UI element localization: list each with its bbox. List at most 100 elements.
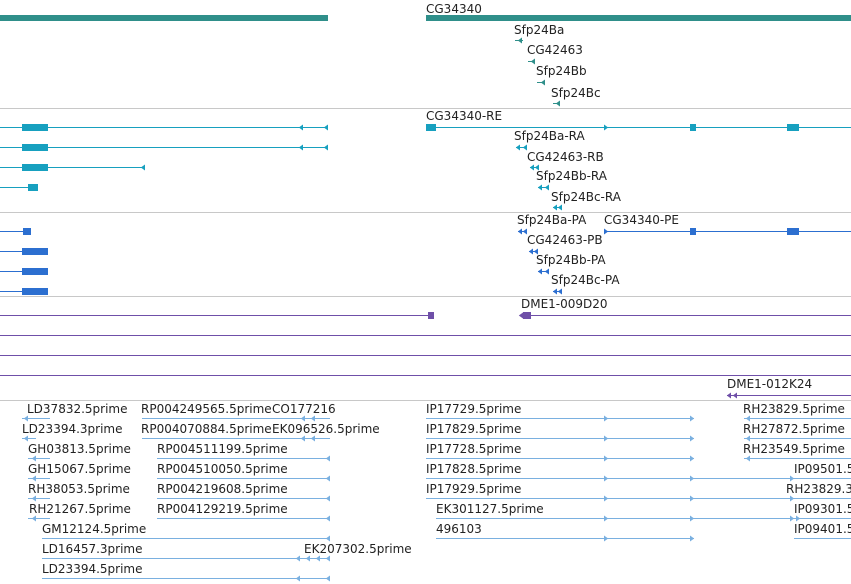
feature-glyph — [28, 515, 50, 522]
feature-label[interactable]: RH27872.5prime — [743, 422, 845, 436]
feature-label[interactable]: DME1-012K24 — [727, 377, 813, 391]
feature-label[interactable]: IP17929.5prime — [426, 482, 522, 496]
feature-label[interactable]: Sfp24Bb — [536, 64, 587, 78]
feature-label[interactable]: RH21267.5prime — [29, 502, 131, 516]
feature-glyph — [744, 435, 851, 442]
bac-clone-track — [0, 312, 851, 399]
feature-label[interactable]: IP17829.5prime — [426, 422, 522, 436]
strand-arrow — [790, 515, 795, 522]
feature-label[interactable]: Sfp24Bc — [551, 86, 601, 100]
strand-arrow — [537, 268, 542, 275]
feature-label[interactable]: LD23394.3prime — [22, 422, 123, 436]
feature-glyph — [537, 79, 545, 86]
feature-label[interactable]: EK207302.5prime — [304, 542, 412, 556]
feature-label[interactable]: Sfp24Ba — [514, 23, 565, 37]
strand-arrow — [604, 515, 609, 522]
exon-block — [22, 248, 48, 255]
feature-label[interactable]: GH15067.5prime — [28, 462, 131, 476]
feature-label[interactable]: LD37832.5prime — [27, 402, 128, 416]
feature-glyph — [744, 455, 851, 462]
feature-glyph — [604, 228, 851, 235]
feature-label[interactable]: Sfp24Ba-PA — [517, 213, 587, 227]
feature-glyph — [744, 415, 851, 422]
exon-block — [22, 288, 48, 295]
strand-arrow — [528, 248, 533, 255]
feature-label[interactable]: 496103 — [436, 522, 482, 536]
feature-glyph — [537, 184, 549, 191]
strand-arrow — [534, 164, 539, 171]
strand-arrow — [310, 415, 315, 422]
feature-glyph — [0, 164, 145, 171]
exon-block — [690, 124, 696, 131]
feature-label[interactable]: RH38053.5prime — [28, 482, 130, 496]
feature-label[interactable]: GM12124.5prime — [42, 522, 147, 536]
strand-arrow — [540, 79, 545, 86]
feature-glyph — [42, 555, 330, 562]
strand-arrow — [23, 415, 28, 422]
strand-arrow — [515, 144, 520, 151]
feature-label[interactable]: RP004510050.5prime — [157, 462, 288, 476]
feature-label[interactable]: LD16457.3prime — [42, 542, 143, 556]
feature-label[interactable]: RP004129219.5prime — [157, 502, 288, 516]
feature-label[interactable]: RP004070884.5prime — [141, 422, 272, 436]
exon-block — [426, 124, 436, 131]
feature-glyph — [28, 475, 50, 482]
strand-arrow — [518, 312, 523, 319]
feature-label[interactable]: CG34340-PE — [604, 213, 679, 227]
feature-label[interactable]: IP09501.5 — [794, 462, 851, 476]
feature-label[interactable]: EK096526.5prime — [272, 422, 380, 436]
feature-label[interactable]: RH23829.3 — [786, 482, 851, 496]
feature-label[interactable]: Sfp24Bb-PA — [536, 253, 606, 267]
feature-label[interactable]: CG42463 — [527, 43, 583, 57]
feature-label[interactable]: GH03813.5prime — [28, 442, 131, 456]
feature-label[interactable]: RH23549.5prime — [743, 442, 845, 456]
strand-arrow — [325, 495, 330, 502]
feature-glyph — [426, 455, 695, 462]
strand-arrow — [325, 515, 330, 522]
feature-glyph — [528, 248, 538, 255]
feature-glyph — [517, 228, 527, 235]
feature-label[interactable]: RP004511199.5prime — [157, 442, 288, 456]
strand-arrow — [604, 475, 609, 482]
strand-arrow — [604, 435, 609, 442]
feature-label[interactable]: RH23829.5prime — [743, 402, 845, 416]
feature-glyph — [426, 475, 851, 482]
feature-bar — [0, 15, 328, 21]
feature-label[interactable]: CO177216 — [272, 402, 336, 416]
feature-label[interactable]: RP004219608.5prime — [157, 482, 288, 496]
feature-label[interactable]: CG42463-PB — [527, 233, 603, 247]
gene-track — [0, 15, 851, 107]
feature-glyph — [553, 100, 560, 107]
feature-label[interactable]: RP004249565.5prime — [141, 402, 272, 416]
exon-block — [22, 164, 48, 171]
strand-arrow — [726, 392, 731, 399]
strand-arrow — [300, 435, 305, 442]
feature-label[interactable]: IP17828.5prime — [426, 462, 522, 476]
feature-label[interactable]: CG34340-RE — [426, 109, 503, 123]
feature-glyph — [157, 495, 330, 502]
feature-glyph — [0, 288, 48, 295]
feature-label[interactable]: IP17729.5prime — [426, 402, 522, 416]
feature-label[interactable]: CG34340 — [426, 2, 482, 16]
feature-label[interactable]: EK301127.5prime — [436, 502, 544, 516]
feature-glyph — [157, 515, 330, 522]
strand-arrow — [604, 228, 609, 235]
feature-glyph — [157, 455, 330, 462]
feature-label[interactable]: LD23394.5prime — [42, 562, 143, 576]
feature-label[interactable]: Sfp24Bc-PA — [551, 273, 620, 287]
feature-label[interactable]: IP09301.5 — [794, 502, 851, 516]
feature-label[interactable]: Sfp24Ba-RA — [514, 129, 585, 143]
strand-arrow — [690, 495, 695, 502]
strand-arrow — [690, 515, 695, 522]
feature-glyph — [426, 435, 695, 442]
feature-label[interactable]: Sfp24Bb-RA — [536, 169, 607, 183]
feature-label[interactable]: IP09401.5 — [794, 522, 851, 536]
feature-glyph — [436, 535, 695, 542]
strand-arrow — [31, 455, 36, 462]
feature-label[interactable]: IP17728.5prime — [426, 442, 522, 456]
feature-label[interactable]: CG42463-RB — [527, 150, 604, 164]
feature-label[interactable]: Sfp24Bc-RA — [551, 190, 621, 204]
feature-label[interactable]: DME1-009D20 — [521, 297, 608, 311]
feature-glyph — [0, 144, 328, 151]
